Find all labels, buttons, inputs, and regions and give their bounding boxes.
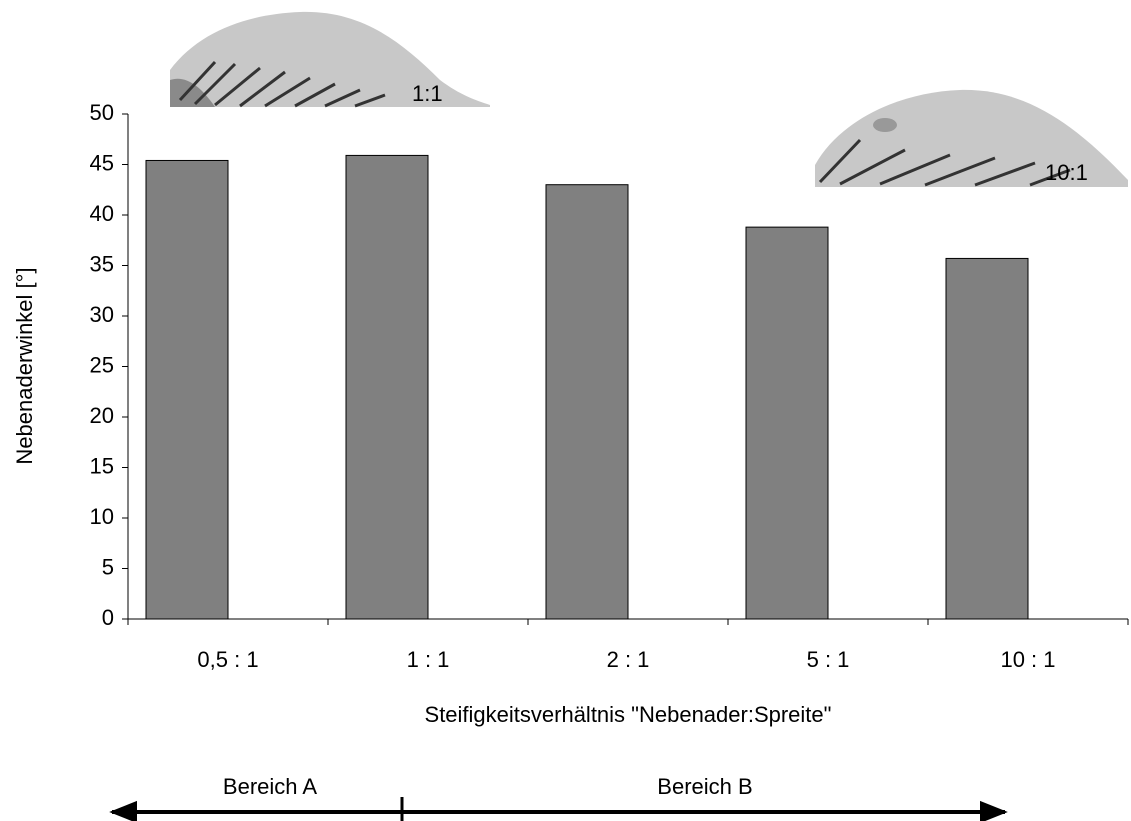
inset-image <box>815 89 1128 187</box>
y-axis-label: Nebenaderwinkel [°] <box>12 267 37 464</box>
annotation: 1:1 <box>412 81 443 106</box>
y-tick-label: 20 <box>90 403 114 428</box>
y-tick-label: 5 <box>102 554 114 579</box>
x-axis-label: Steifigkeitsverhältnis "Nebenader:Spreit… <box>425 702 832 727</box>
y-tick-label: 25 <box>90 352 114 377</box>
bar <box>545 184 629 620</box>
y-tick-label: 10 <box>90 504 114 529</box>
y-tick-label: 45 <box>90 150 114 175</box>
x-tick-label: 1 : 1 <box>407 647 450 672</box>
bar <box>345 154 429 620</box>
region-label: Bereich B <box>657 774 752 799</box>
region-label: Bereich A <box>223 774 317 799</box>
x-tick-label: 10 : 1 <box>1000 647 1055 672</box>
bar <box>745 226 829 620</box>
x-tick-label: 5 : 1 <box>807 647 850 672</box>
y-tick-label: 15 <box>90 453 114 478</box>
y-tick-label: 50 <box>90 100 114 125</box>
inset-image <box>170 11 490 108</box>
x-tick-label: 0,5 : 1 <box>197 647 258 672</box>
y-tick-label: 30 <box>90 302 114 327</box>
y-tick-label: 40 <box>90 201 114 226</box>
x-tick-label: 2 : 1 <box>607 647 650 672</box>
annotation: 10:1 <box>1045 160 1088 185</box>
bar <box>945 257 1029 620</box>
y-tick-label: 0 <box>102 605 114 630</box>
y-tick-label: 35 <box>90 251 114 276</box>
bar <box>145 159 229 620</box>
